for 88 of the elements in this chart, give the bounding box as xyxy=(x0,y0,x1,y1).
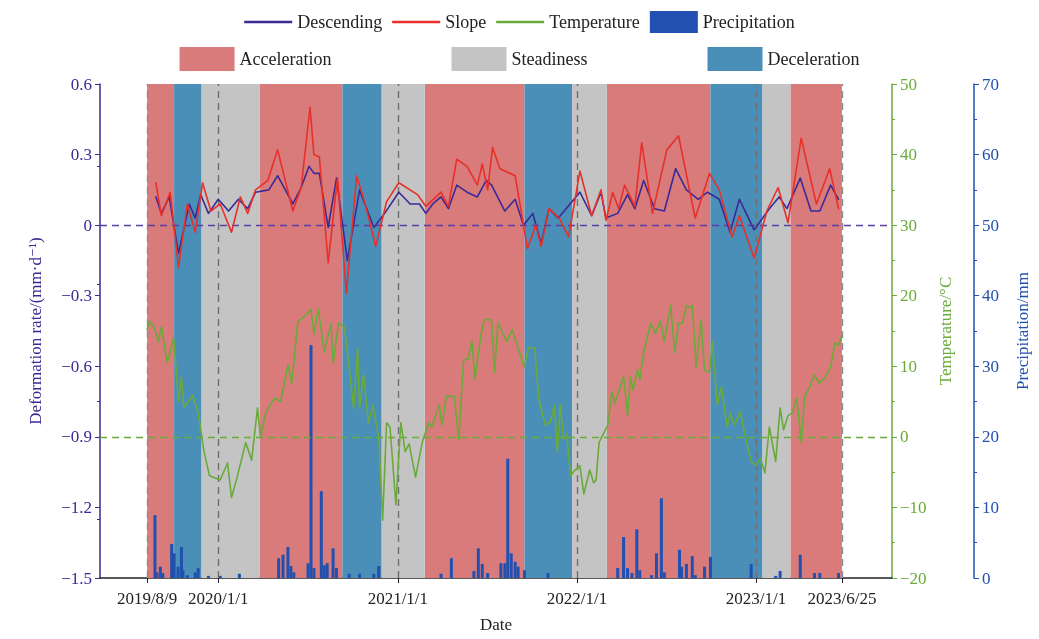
line-series xyxy=(155,106,840,295)
legend-label: Descending xyxy=(297,12,383,32)
y-tick-label: 0.3 xyxy=(70,145,92,165)
bar xyxy=(185,575,189,578)
bar xyxy=(635,529,639,578)
bar xyxy=(778,570,782,578)
y3-tick-label: 0 xyxy=(982,568,991,588)
bar xyxy=(170,544,174,578)
bar xyxy=(499,563,503,578)
bar xyxy=(812,573,816,578)
bar xyxy=(476,548,480,578)
y-axis-title: Deformation rate/(mm·d⁻¹) xyxy=(26,237,45,425)
x-tick-label: 2021/1/1 xyxy=(367,589,429,608)
legend-label: Slope xyxy=(445,12,487,32)
bar xyxy=(377,566,381,578)
y-tick-label: −0.6 xyxy=(61,356,92,376)
legend-label: Temperature xyxy=(549,12,640,32)
bar xyxy=(650,575,654,578)
bar xyxy=(319,491,323,578)
bar xyxy=(237,573,241,578)
bar xyxy=(286,546,290,578)
y2-tick-label: 30 xyxy=(900,215,917,235)
bar xyxy=(798,554,802,578)
bar xyxy=(193,572,197,578)
bar xyxy=(622,537,626,578)
y-tick-label: −1.2 xyxy=(61,497,92,517)
y-tick-label: 0.6 xyxy=(70,74,92,94)
x-tick-label: 2020/1/1 xyxy=(188,589,249,608)
y-tick-label: 0 xyxy=(83,215,92,235)
bar xyxy=(774,575,778,578)
bar xyxy=(516,566,520,578)
bar xyxy=(708,556,712,578)
bar xyxy=(196,568,200,578)
y3-tick-label: 70 xyxy=(982,74,999,94)
x-tick-label: 2022/1/1 xyxy=(546,589,608,608)
y3-tick-label: 10 xyxy=(982,497,999,517)
y3-tick-label: 30 xyxy=(982,356,999,376)
y-tick-label: −0.3 xyxy=(61,286,92,306)
x-tick-label: 2019/8/9 xyxy=(116,589,178,608)
bar xyxy=(690,556,694,578)
bar xyxy=(372,573,376,578)
legend-label: Precipitation xyxy=(702,12,795,32)
bar xyxy=(472,570,476,578)
bar xyxy=(546,573,550,578)
legend-label: Acceleration xyxy=(239,49,332,69)
y-tick-label: −0.9 xyxy=(61,427,92,447)
bar xyxy=(522,570,526,578)
x-tick-label: 2023/6/25 xyxy=(807,589,877,608)
bar xyxy=(218,575,222,578)
bar xyxy=(749,563,753,578)
y2-tick-label: −20 xyxy=(900,568,927,588)
y-tick-label: −1.5 xyxy=(61,568,92,588)
y2-tick-label: 10 xyxy=(900,356,917,376)
x-tick-label: 2023/1/1 xyxy=(725,589,787,608)
y3-tick-label: 60 xyxy=(982,145,999,165)
x-axis-title: Date xyxy=(479,615,513,634)
bar xyxy=(206,575,210,578)
bar xyxy=(277,558,281,578)
bar xyxy=(347,573,351,578)
bar xyxy=(818,573,822,578)
bar xyxy=(358,573,362,578)
bar xyxy=(659,498,663,578)
bar xyxy=(309,345,313,578)
y3-tick-label: 20 xyxy=(982,427,999,447)
bar xyxy=(703,566,707,578)
bar xyxy=(486,573,490,578)
y2-tick-label: 50 xyxy=(900,74,917,94)
bar xyxy=(616,568,620,578)
bar xyxy=(439,573,443,578)
bar xyxy=(449,558,453,578)
bar xyxy=(654,553,658,578)
bar xyxy=(684,563,688,578)
bar xyxy=(506,458,510,578)
line-series xyxy=(155,165,840,262)
bar xyxy=(153,515,157,578)
legend-label: Steadiness xyxy=(511,49,588,69)
legend-label: Deceleration xyxy=(767,49,860,69)
y2-tick-label: −10 xyxy=(900,497,927,517)
y2-tick-label: 40 xyxy=(900,145,917,165)
bar xyxy=(837,573,841,578)
y3-axis-title: Precipitation/mm xyxy=(1013,271,1032,391)
bar xyxy=(331,548,335,578)
y2-tick-label: 20 xyxy=(900,286,917,306)
y2-axis-title: Temperature/°C xyxy=(936,276,956,386)
y3-tick-label: 40 xyxy=(982,286,999,306)
y2-tick-label: 0 xyxy=(900,427,909,447)
bar xyxy=(325,563,329,578)
y3-tick-label: 50 xyxy=(982,215,999,235)
